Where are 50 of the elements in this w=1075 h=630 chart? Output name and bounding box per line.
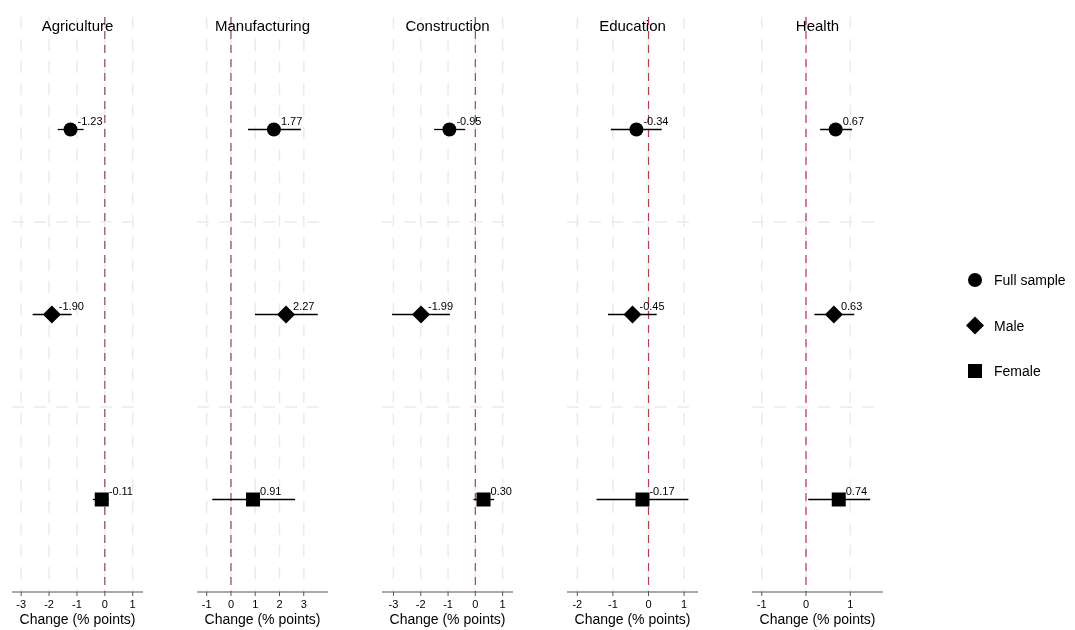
chart-title: Agriculture <box>41 17 114 34</box>
chart-title: Construction <box>405 17 490 34</box>
x-axis-title: Change (% points) <box>759 611 876 627</box>
x-tick-label: 3 <box>300 598 307 610</box>
x-tick-label: 0 <box>802 598 810 610</box>
legend-label: Full sample <box>994 272 1066 288</box>
data-label: -0.95 <box>456 114 482 127</box>
x-tick-label: -1 <box>201 598 212 610</box>
x-tick-label: 0 <box>472 598 479 610</box>
x-tick-label: 0 <box>227 598 235 610</box>
x-tick-label: -1 <box>756 598 767 610</box>
data-label: 0.67 <box>842 114 865 127</box>
legend-label: Male <box>994 317 1025 334</box>
x-tick-label: -3 <box>16 598 27 610</box>
x-tick-label: -2 <box>415 598 426 610</box>
x-tick-label: -1 <box>72 598 82 610</box>
chart-title: Education <box>599 17 666 34</box>
data-label: 2.27 <box>293 299 315 312</box>
chart-title: Health <box>795 17 840 34</box>
data-label: -0.17 <box>649 484 675 497</box>
data-label: 0.91 <box>260 484 282 497</box>
data-label: 0.74 <box>845 484 868 497</box>
x-axis-title: Change (% points) <box>204 611 321 627</box>
x-tick-label: 2 <box>276 598 283 610</box>
x-tick-label: 1 <box>252 598 259 610</box>
legend-label: Female <box>994 363 1041 379</box>
x-tick-label: -1 <box>443 598 453 610</box>
x-tick-label: 1 <box>129 598 136 610</box>
data-label: -0.34 <box>643 114 669 127</box>
x-tick-label: -3 <box>388 598 399 610</box>
data-label: -0.11 <box>108 484 134 497</box>
x-tick-label: -2 <box>572 598 583 610</box>
data-label: -1.90 <box>58 299 84 312</box>
chart-title: Manufacturing <box>214 17 311 34</box>
x-axis-title: Change (% points) <box>19 611 136 627</box>
x-axis-title: Change (% points) <box>389 611 506 627</box>
x-tick-label: -1 <box>608 598 618 610</box>
data-label: -1.23 <box>77 114 103 127</box>
data-label: 0.30 <box>490 484 512 497</box>
x-tick-label: 0 <box>645 598 652 610</box>
x-tick-label: 1 <box>681 598 688 610</box>
x-tick-label: -2 <box>44 598 54 610</box>
x-tick-label: 1 <box>499 598 506 610</box>
x-tick-label: 0 <box>101 598 108 610</box>
data-label: 1.77 <box>280 114 303 127</box>
data-label: 0.63 <box>840 299 863 312</box>
x-tick-label: 1 <box>847 598 854 610</box>
data-label: -1.99 <box>428 299 454 312</box>
x-axis-title: Change (% points) <box>574 611 691 627</box>
data-label: -0.45 <box>639 299 665 312</box>
